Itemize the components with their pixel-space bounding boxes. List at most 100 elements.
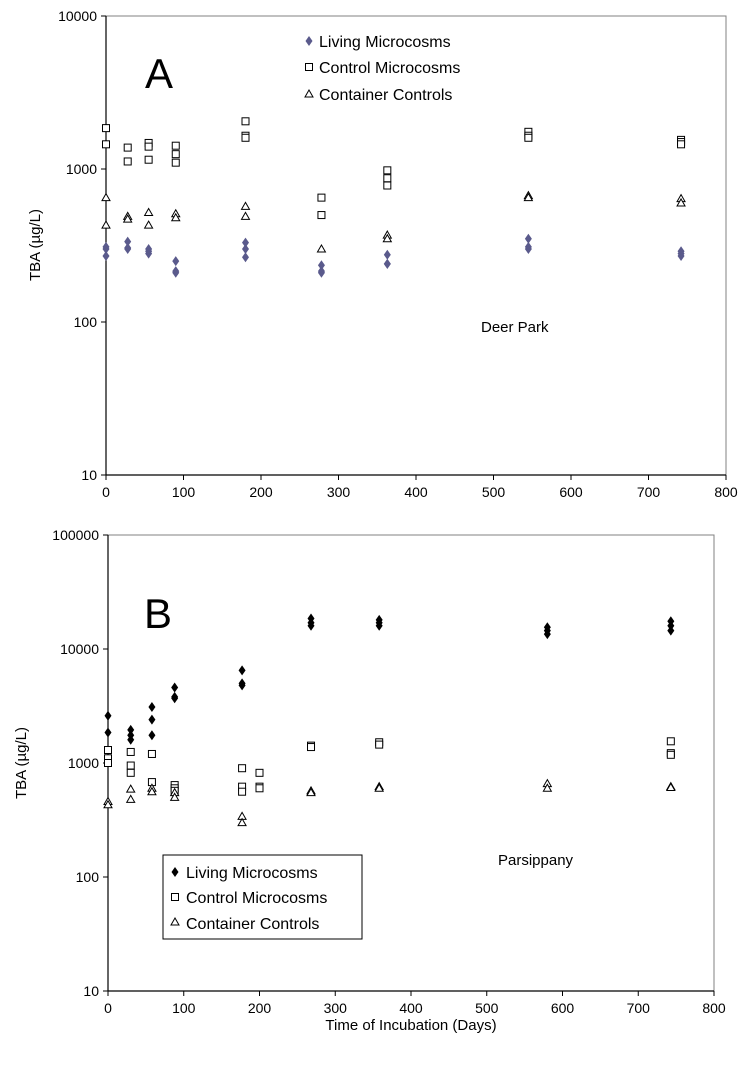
x-tick-label: 100 (172, 484, 196, 500)
triangle-marker-icon (170, 916, 180, 926)
panel-a-legend-control-marker (305, 63, 313, 71)
panel-a-x-ticks: 0 100 200 300 400 500 600 700 800 (102, 475, 738, 500)
panel-b-x-ticks: 0 100 200 300 400 500 600 700 800 (104, 991, 726, 1016)
living-microcosm-point (102, 251, 110, 262)
container-control-point (125, 784, 136, 793)
x-tick-label: 800 (702, 1000, 726, 1016)
panel-b-y-axis-label: TBA (µg/L) (13, 727, 30, 799)
panel-a-legend-container-label: Container Controls (319, 87, 452, 104)
control-microcosm-point (126, 761, 135, 770)
living-microcosm-point (102, 241, 110, 252)
control-microcosm-point (255, 768, 264, 777)
x-tick-label: 200 (248, 1000, 272, 1016)
container-control-point (240, 201, 251, 210)
living-microcosm-point (543, 629, 551, 640)
control-microcosm-point (317, 211, 326, 220)
control-microcosm-point (126, 768, 135, 777)
living-microcosm-point (238, 680, 246, 691)
panel-a-points (101, 117, 686, 278)
x-tick-label: 600 (551, 1000, 575, 1016)
control-microcosm-point (307, 743, 316, 752)
x-tick-label: 400 (399, 1000, 423, 1016)
panel-b-points (103, 613, 676, 827)
panel-a-legend-control-label: Control Microcosms (319, 60, 460, 77)
control-microcosm-point (255, 784, 264, 793)
container-control-point (306, 787, 316, 797)
y-tick-label: 100000 (52, 527, 99, 543)
container-control-point (143, 220, 154, 229)
container-control-point (103, 799, 113, 809)
y-tick-label: 100 (74, 314, 98, 330)
panel-b-legend-container-label: Container Controls (186, 916, 319, 933)
y-tick-label: 1000 (66, 161, 97, 177)
panel-a-legend-living-marker (305, 36, 313, 46)
living-microcosm-point (127, 724, 135, 735)
container-control-point (170, 212, 181, 222)
container-control-point (169, 792, 180, 801)
living-microcosm-point (104, 727, 112, 738)
living-microcosm-point (171, 693, 179, 704)
living-microcosm-point (238, 665, 246, 676)
living-microcosm-point (667, 625, 675, 636)
panel-a-site-label: Deer Park (481, 319, 549, 336)
living-microcosm-point (317, 260, 325, 271)
control-microcosm-point (102, 140, 110, 149)
container-control-point (143, 207, 154, 216)
panel-b-legend-living-marker (171, 867, 179, 877)
living-microcosm-point (104, 710, 112, 721)
control-microcosm-point (383, 174, 392, 183)
living-microcosm-point (172, 267, 180, 278)
panel-b-x-axis-label: Time of Incubation (Days) (325, 1017, 496, 1034)
container-control-point (101, 220, 111, 229)
control-microcosm-point (383, 166, 392, 175)
living-microcosm-point (148, 714, 156, 725)
control-microcosm-point (375, 740, 384, 749)
triangle-marker-icon (304, 88, 314, 98)
living-microcosm-point (171, 682, 179, 693)
panel-b: 0 100 200 300 400 500 600 700 800 10 100 1000 10000… (13, 527, 726, 1034)
x-tick-label: 200 (249, 484, 273, 500)
control-microcosm-point (102, 124, 110, 133)
diamond-marker-icon (305, 36, 313, 46)
panel-b-legend: Living Microcosms Control Microcosms Con… (162, 854, 363, 940)
panel-a-y-axis-label: TBA (µg/L) (27, 209, 44, 281)
container-control-point (542, 783, 553, 792)
living-microcosm-point (242, 237, 249, 248)
y-tick-label: 10000 (58, 8, 97, 24)
control-microcosm-point (123, 157, 132, 166)
x-tick-label: 0 (104, 1000, 112, 1016)
x-tick-label: 800 (714, 484, 738, 500)
control-microcosm-point (171, 158, 180, 167)
x-tick-label: 100 (172, 1000, 196, 1016)
y-tick-label: 100 (76, 869, 100, 885)
panel-b-legend-living-label: Living Microcosms (186, 865, 318, 882)
panel-b-legend-control-marker (171, 893, 179, 901)
diamond-marker-icon (171, 867, 179, 877)
living-microcosm-point (307, 620, 315, 631)
panel-b-y-ticks: 10 100 1000 10000 100000 (52, 527, 108, 999)
living-microcosm-point (124, 242, 132, 253)
x-tick-label: 300 (327, 484, 351, 500)
control-microcosm-point (171, 150, 180, 159)
panel-a-y-ticks: 10 100 1000 10000 (58, 8, 106, 483)
living-microcosm-point (145, 246, 153, 257)
living-microcosm-point (148, 730, 156, 741)
living-microcosm-point (375, 620, 383, 631)
control-microcosm-point (123, 143, 132, 152)
container-control-point (122, 214, 133, 223)
square-marker-icon (305, 63, 313, 71)
control-microcosm-point (241, 133, 250, 142)
control-microcosm-point (241, 117, 250, 126)
control-microcosm-point (126, 747, 135, 756)
panel-b-legend-container-marker (170, 916, 180, 926)
container-control-point (665, 782, 676, 791)
x-tick-label: 400 (404, 484, 428, 500)
living-microcosm-point (383, 249, 391, 260)
control-microcosm-point (144, 155, 153, 164)
control-microcosm-point (171, 141, 180, 150)
control-microcosm-point (104, 759, 112, 767)
control-microcosm-point (317, 193, 326, 202)
panel-a-legend-container-marker (304, 88, 314, 98)
